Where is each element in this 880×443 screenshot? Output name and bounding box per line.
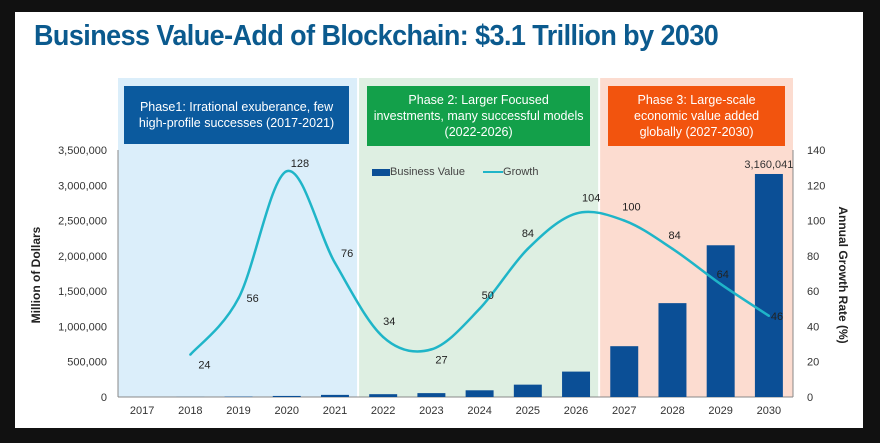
x-tick-label: 2026 bbox=[564, 405, 588, 417]
legend: Business Value Growth bbox=[372, 166, 538, 178]
y-tick-label-left: 2,500,000 bbox=[58, 216, 107, 228]
legend-swatch-business-value bbox=[372, 168, 390, 176]
x-tick-label: 2025 bbox=[516, 405, 540, 417]
bar-business-value-2021 bbox=[320, 394, 349, 397]
legend-label-business-value: Business Value bbox=[390, 166, 466, 178]
x-tick-label: 2018 bbox=[178, 405, 202, 417]
y-axis-title-right: Annual Growth Rate (%) bbox=[836, 206, 850, 344]
y-tick-label-right: 60 bbox=[807, 286, 819, 298]
x-tick-label: 2029 bbox=[708, 405, 732, 417]
y-tick-label-right: 100 bbox=[807, 216, 825, 228]
chart-title: Business Value-Add of Blockchain: $3.1 T… bbox=[34, 20, 719, 52]
growth-point-2018 bbox=[189, 353, 192, 356]
y-tick-label-left: 500,000 bbox=[67, 357, 107, 369]
bar-business-value-2030 bbox=[754, 173, 783, 397]
growth-point-2021 bbox=[333, 261, 337, 265]
growth-point-2030 bbox=[767, 314, 771, 318]
bar-business-value-2028 bbox=[658, 303, 687, 397]
growth-point-2025 bbox=[526, 247, 530, 250]
y-tick-label-right: 140 bbox=[807, 145, 825, 157]
x-tick-label: 2027 bbox=[612, 405, 636, 417]
bar-business-value-2023 bbox=[417, 393, 446, 397]
growth-data-label: 84 bbox=[668, 230, 680, 242]
y-tick-label-right: 80 bbox=[807, 251, 819, 263]
bar-business-value-2024 bbox=[465, 390, 494, 397]
growth-point-2026 bbox=[574, 212, 578, 215]
growth-point-2020 bbox=[285, 169, 288, 173]
y-tick-label-left: 1,500,000 bbox=[58, 286, 107, 298]
y-tick-label-left: 1,000,000 bbox=[58, 321, 107, 333]
growth-point-2022 bbox=[381, 335, 385, 339]
x-tick-label: 2022 bbox=[371, 405, 395, 417]
y-tick-label-left: 2,000,000 bbox=[58, 251, 107, 263]
growth-data-label: 104 bbox=[582, 193, 600, 205]
y-tick-label-right: 40 bbox=[807, 321, 819, 333]
growth-data-label: 50 bbox=[482, 290, 494, 302]
growth-data-label: 27 bbox=[435, 354, 447, 366]
growth-data-label: 24 bbox=[198, 360, 210, 372]
bar-business-value-2026 bbox=[562, 371, 591, 397]
y-tick-label-left: 0 bbox=[101, 392, 107, 404]
x-tick-label: 2023 bbox=[419, 405, 443, 417]
growth-data-label: 128 bbox=[291, 158, 309, 170]
legend-swatch-growth bbox=[483, 171, 504, 173]
y-tick-label-left: 3,000,000 bbox=[58, 180, 107, 192]
bar-business-value-2025 bbox=[513, 384, 542, 397]
legend-label-growth: Growth bbox=[503, 166, 539, 178]
y-tick-label-right: 20 bbox=[807, 357, 819, 369]
x-tick-label: 2020 bbox=[275, 405, 299, 417]
x-tick-label: 2030 bbox=[757, 405, 781, 417]
y-axis-title-left: Million of Dollars bbox=[29, 226, 43, 324]
growth-data-label: 46 bbox=[771, 311, 783, 323]
growth-data-label: 64 bbox=[717, 269, 729, 281]
x-tick-label: 2021 bbox=[323, 405, 347, 417]
phase-label-box-1: Phase1: Irrational exuberance, few high-… bbox=[124, 86, 350, 144]
bar-business-value-2020 bbox=[272, 395, 301, 397]
growth-point-2024 bbox=[478, 307, 481, 310]
growth-line bbox=[189, 169, 770, 356]
bar-business-value-2027 bbox=[610, 346, 639, 397]
growth-point-2027 bbox=[623, 219, 626, 222]
growth-data-label: 100 bbox=[622, 202, 640, 214]
phase-label-box-3: Phase 3: Large-scale economic value adde… bbox=[608, 86, 785, 146]
x-tick-label: 2024 bbox=[467, 405, 491, 417]
growth-data-label: 76 bbox=[341, 248, 353, 260]
y-tick-label-right: 0 bbox=[807, 392, 813, 404]
growth-point-2023 bbox=[430, 348, 433, 351]
bar-data-label: 3,160,041 bbox=[744, 159, 793, 171]
y-tick-label-right: 120 bbox=[807, 180, 825, 192]
growth-point-2019 bbox=[237, 297, 240, 300]
growth-point-2028 bbox=[671, 247, 674, 250]
x-tick-label: 2028 bbox=[660, 405, 684, 417]
x-tick-label: 2019 bbox=[226, 405, 250, 417]
x-tick-label: 2017 bbox=[130, 405, 154, 417]
growth-point-2029 bbox=[719, 282, 722, 286]
growth-data-label: 34 bbox=[383, 316, 395, 328]
bar-business-value-2029 bbox=[706, 245, 735, 397]
growth-data-label: 84 bbox=[522, 228, 534, 240]
bar-business-value-2022 bbox=[369, 394, 398, 397]
growth-data-label: 56 bbox=[247, 293, 259, 305]
phase-label-box-2: Phase 2: Larger Focused investments, man… bbox=[367, 86, 591, 146]
y-tick-label-left: 3,500,000 bbox=[58, 145, 107, 157]
